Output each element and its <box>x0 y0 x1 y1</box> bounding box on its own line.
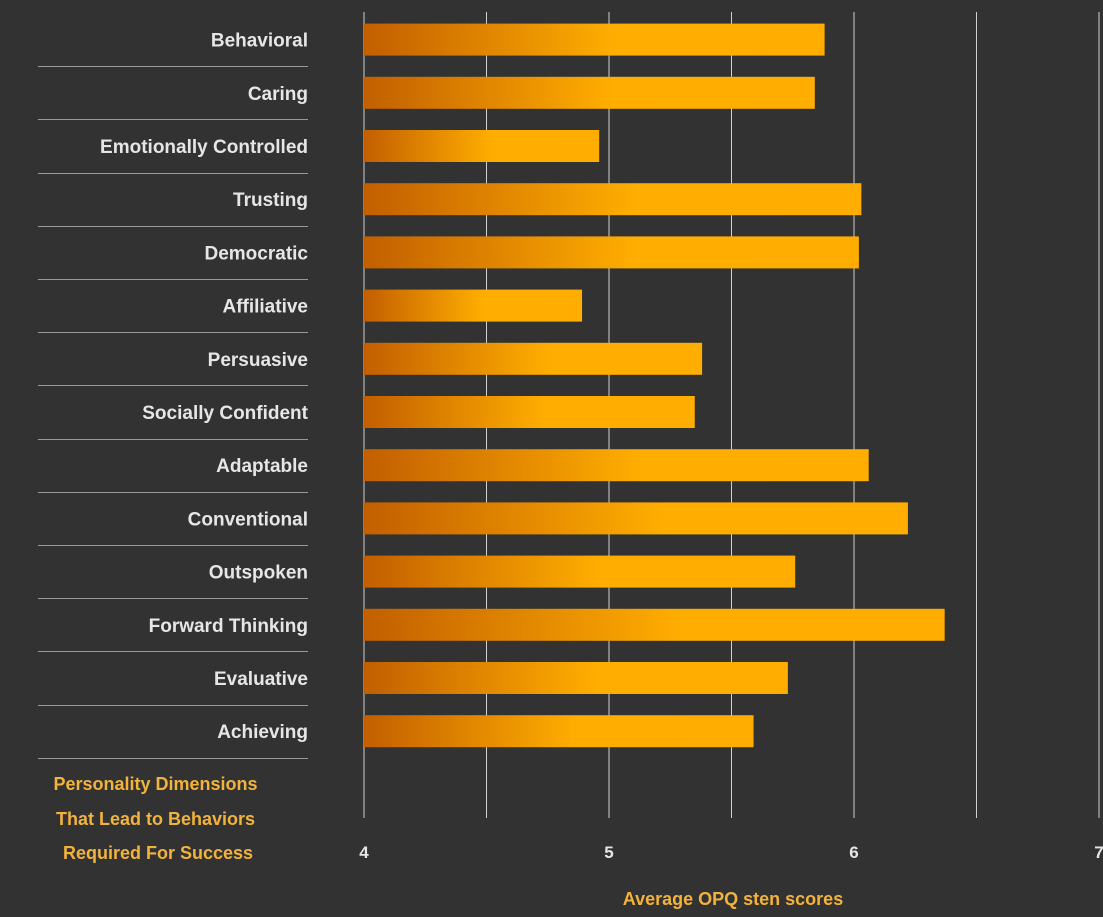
bar <box>364 555 796 588</box>
x-tick-labels: 4 5 6 7 <box>359 843 1103 862</box>
bar <box>364 396 695 428</box>
bar <box>364 183 862 216</box>
x-tick-label: 7 <box>1094 843 1103 862</box>
bars <box>364 23 945 748</box>
bar <box>364 715 754 748</box>
category-label: Outspoken <box>209 563 308 584</box>
bar <box>364 289 583 322</box>
category-label: Affiliative <box>222 297 308 318</box>
bar <box>364 502 908 535</box>
category-title: Personality Dimensions That Lead to Beha… <box>53 774 262 863</box>
category-label: Caring <box>248 84 308 105</box>
category-label: Achieving <box>217 722 308 743</box>
category-title-line-3: Required For Success <box>63 843 253 863</box>
category-label: Socially Confident <box>142 403 308 424</box>
x-tick-label: 4 <box>359 843 369 862</box>
category-label: Trusting <box>233 190 308 211</box>
category-separators <box>38 66 308 759</box>
category-label: Emotionally Controlled <box>100 137 308 158</box>
category-title-line-1: Personality Dimensions <box>53 774 257 794</box>
bar <box>364 236 859 269</box>
bar <box>364 76 815 109</box>
category-label: Conventional <box>188 509 308 530</box>
bar <box>364 342 703 375</box>
bar <box>364 608 945 641</box>
x-tick-label: 5 <box>604 843 613 862</box>
x-tick-label: 6 <box>849 843 858 862</box>
category-labels: Behavioral Caring Emotionally Controlled Tr… <box>100 31 309 744</box>
bar <box>364 662 788 694</box>
category-label: Persuasive <box>208 350 308 371</box>
bar <box>364 130 600 162</box>
category-label: Forward Thinking <box>149 616 308 637</box>
category-label: Adaptable <box>216 456 308 477</box>
category-label: Evaluative <box>214 669 308 690</box>
category-title-line-2: That Lead to Behaviors <box>56 809 255 829</box>
bar <box>364 449 869 482</box>
bar <box>364 23 825 56</box>
category-label: Democratic <box>205 243 309 264</box>
x-axis-label: Average OPQ sten scores <box>623 889 843 909</box>
category-label: Behavioral <box>211 31 308 52</box>
